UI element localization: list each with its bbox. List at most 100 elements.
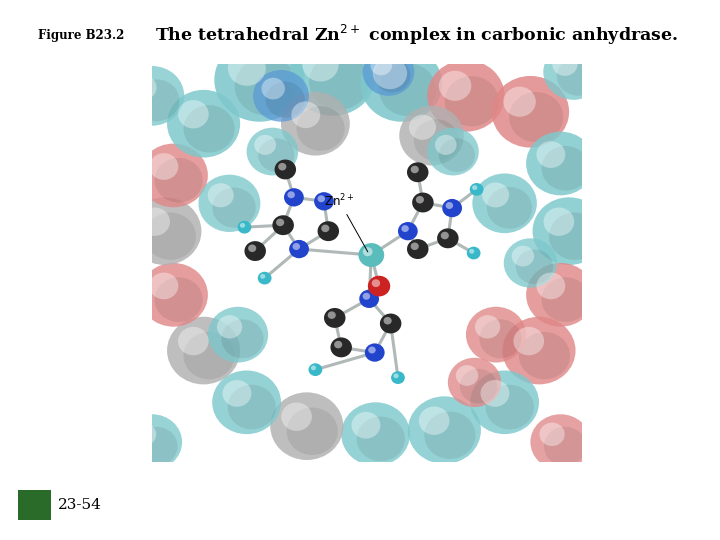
Circle shape — [145, 213, 196, 260]
Circle shape — [261, 78, 285, 99]
Circle shape — [321, 225, 329, 232]
Circle shape — [531, 414, 590, 470]
Circle shape — [368, 276, 390, 296]
Circle shape — [365, 343, 384, 362]
Circle shape — [544, 44, 603, 100]
Circle shape — [409, 114, 436, 140]
Circle shape — [552, 52, 577, 76]
Circle shape — [248, 245, 256, 252]
Circle shape — [314, 192, 334, 211]
Circle shape — [475, 315, 500, 339]
Circle shape — [150, 153, 179, 180]
Circle shape — [122, 414, 182, 470]
Circle shape — [212, 187, 256, 228]
Circle shape — [330, 338, 352, 357]
Circle shape — [437, 228, 459, 248]
Circle shape — [120, 66, 184, 126]
Circle shape — [400, 106, 464, 165]
Circle shape — [391, 372, 405, 384]
Circle shape — [466, 307, 526, 362]
Circle shape — [363, 247, 372, 256]
Circle shape — [472, 185, 477, 190]
Circle shape — [184, 332, 235, 379]
Circle shape — [341, 402, 410, 466]
Circle shape — [363, 48, 414, 96]
Text: 23-54: 23-54 — [58, 498, 102, 512]
Circle shape — [155, 158, 203, 202]
Circle shape — [438, 71, 472, 101]
Circle shape — [557, 57, 599, 96]
Circle shape — [379, 63, 436, 116]
Circle shape — [416, 196, 424, 204]
Circle shape — [380, 314, 402, 333]
Circle shape — [414, 119, 459, 161]
Circle shape — [287, 408, 338, 455]
Circle shape — [407, 163, 428, 182]
Circle shape — [245, 241, 266, 261]
Circle shape — [393, 374, 399, 378]
Circle shape — [539, 423, 564, 446]
Circle shape — [289, 240, 309, 258]
Circle shape — [446, 202, 453, 209]
Circle shape — [311, 366, 316, 370]
Circle shape — [139, 144, 208, 207]
Circle shape — [469, 183, 484, 195]
Circle shape — [228, 385, 276, 429]
Circle shape — [373, 57, 407, 89]
Circle shape — [278, 163, 287, 171]
Circle shape — [334, 341, 342, 348]
Circle shape — [503, 87, 536, 117]
Circle shape — [178, 327, 209, 355]
Circle shape — [372, 279, 380, 287]
Circle shape — [519, 332, 570, 379]
Circle shape — [363, 293, 370, 300]
Circle shape — [131, 423, 156, 446]
Circle shape — [410, 242, 419, 250]
Circle shape — [526, 263, 595, 327]
Circle shape — [410, 166, 419, 173]
Circle shape — [487, 187, 532, 228]
Circle shape — [178, 100, 209, 129]
Circle shape — [272, 215, 294, 235]
Circle shape — [276, 219, 284, 226]
Circle shape — [266, 82, 305, 118]
Circle shape — [541, 146, 590, 191]
Circle shape — [536, 273, 565, 299]
Circle shape — [398, 222, 418, 240]
Circle shape — [134, 79, 179, 121]
Circle shape — [254, 135, 276, 155]
Circle shape — [467, 247, 480, 259]
Text: Zn$^{2+}$: Zn$^{2+}$ — [324, 193, 368, 252]
Circle shape — [289, 36, 376, 116]
Circle shape — [282, 402, 312, 431]
Circle shape — [235, 57, 298, 116]
Circle shape — [199, 174, 261, 232]
Circle shape — [361, 46, 442, 122]
Circle shape — [150, 273, 179, 299]
Circle shape — [526, 132, 595, 195]
Text: Figure B23.2: Figure B23.2 — [38, 29, 125, 42]
Circle shape — [139, 207, 170, 236]
Circle shape — [222, 380, 251, 407]
Circle shape — [544, 207, 575, 236]
Circle shape — [412, 193, 433, 212]
Circle shape — [292, 243, 300, 250]
Text: The tetrahedral Zn$^{2+}$ complex in carbonic anhydrase.: The tetrahedral Zn$^{2+}$ complex in car… — [155, 23, 678, 47]
Circle shape — [384, 317, 392, 325]
Circle shape — [222, 319, 264, 359]
Circle shape — [469, 249, 474, 254]
Circle shape — [356, 417, 405, 461]
Circle shape — [374, 59, 410, 92]
Circle shape — [240, 223, 245, 228]
Circle shape — [401, 225, 409, 232]
Circle shape — [503, 317, 575, 384]
Circle shape — [215, 38, 305, 122]
Circle shape — [128, 197, 202, 265]
Circle shape — [435, 135, 456, 155]
Circle shape — [284, 188, 304, 206]
Circle shape — [130, 75, 156, 100]
Circle shape — [208, 307, 268, 362]
Circle shape — [472, 173, 537, 233]
Circle shape — [184, 105, 235, 152]
Circle shape — [260, 274, 266, 279]
